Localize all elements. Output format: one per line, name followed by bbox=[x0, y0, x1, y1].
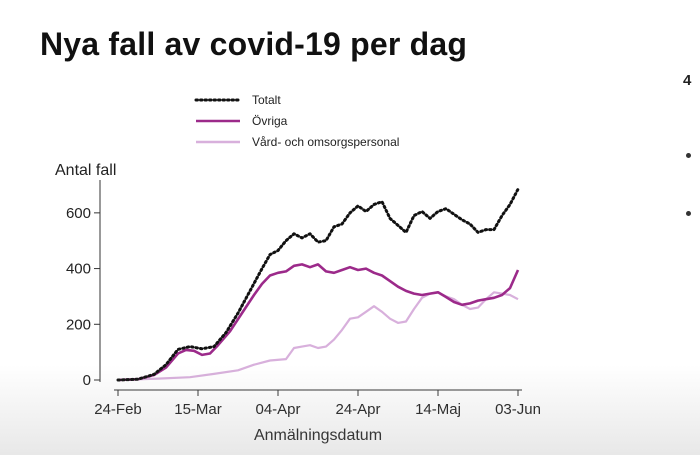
x-tick-label: 04-Apr bbox=[255, 401, 300, 418]
x-tick-label: 15-Mar bbox=[174, 401, 222, 418]
y-tick-label: 0 bbox=[83, 372, 91, 389]
x-tick-label: 03-Jun bbox=[495, 401, 541, 418]
x-tick-label: 14-Maj bbox=[415, 401, 461, 418]
x-axis-title: Anmälningsdatum bbox=[254, 427, 382, 444]
series-line-totalt bbox=[116, 187, 520, 382]
x-tick-label: 24-Apr bbox=[335, 401, 380, 418]
series-line-ovriga bbox=[117, 263, 520, 382]
y-tick-label: 400 bbox=[66, 261, 91, 278]
legend-label: Vård- och omsorgspersonal bbox=[252, 135, 399, 149]
legend-label: Totalt bbox=[252, 93, 281, 107]
y-axis-title: Antal fall bbox=[55, 162, 116, 179]
side-bullet-2 bbox=[686, 211, 691, 216]
y-tick-label: 200 bbox=[66, 316, 91, 333]
y-tick-label: 600 bbox=[66, 205, 91, 222]
x-tick-label: 24-Feb bbox=[94, 401, 142, 418]
legend-label: Övriga bbox=[252, 114, 288, 128]
series-line-vard-omsorgspersonal bbox=[117, 291, 519, 382]
slide-title: Nya fall av covid-19 per dag bbox=[40, 26, 468, 62]
side-text-fragment: 4 bbox=[683, 72, 692, 89]
side-bullet-1 bbox=[686, 153, 691, 158]
